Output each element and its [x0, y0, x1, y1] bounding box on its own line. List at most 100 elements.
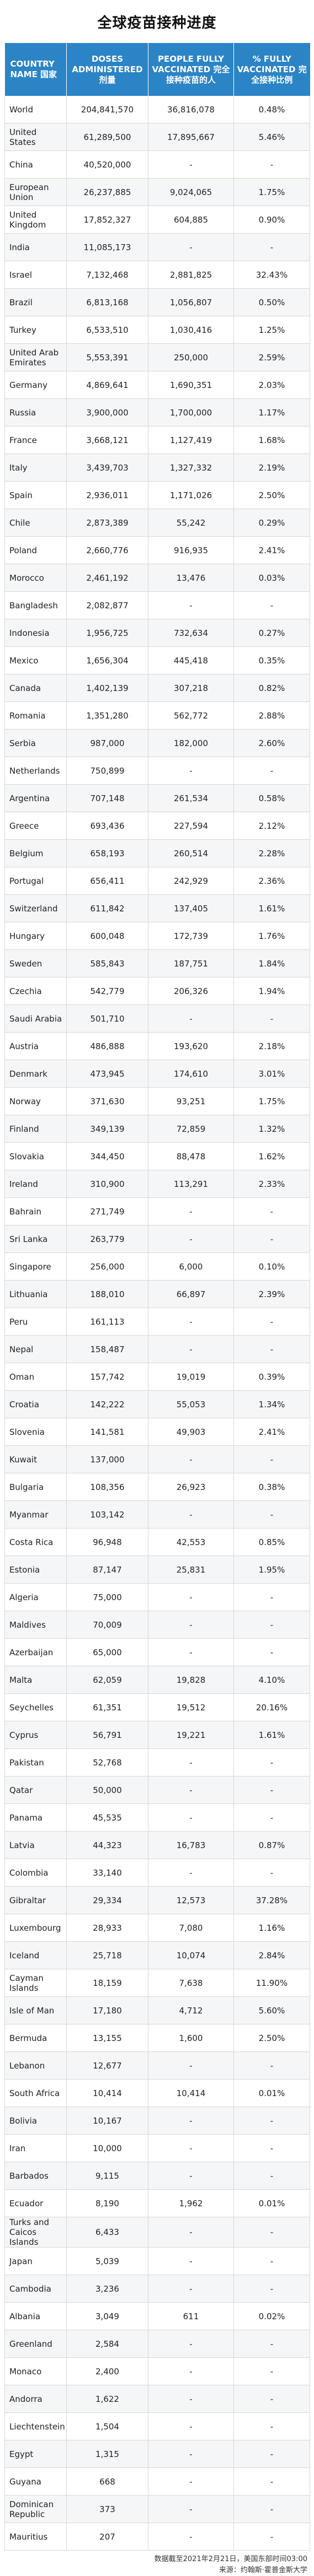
cell-fully-vaccinated: -: [148, 1500, 234, 1529]
cell-percent: 1.84%: [233, 949, 310, 978]
cell-country: Bangladesh: [4, 591, 67, 619]
table-row: Colombia 33,140- -: [4, 1859, 310, 1887]
cell-country: Brazil: [4, 288, 67, 316]
cell-country: Canada: [4, 674, 67, 702]
table-row: China 40,520,000- -: [4, 150, 310, 179]
cell-percent: -: [233, 2217, 310, 2248]
cell-percent: -: [233, 150, 310, 179]
table-row: Bulgaria 108,356 26,923 0.38%: [4, 1473, 310, 1501]
cell-country: Ireland: [4, 1170, 67, 1198]
cell-fully-vaccinated: -: [148, 2217, 234, 2248]
cell-fully-vaccinated: -: [148, 2495, 234, 2523]
footer-note: 数据截至2021年2月21日，美国东部时间03:00 来源：约翰斯·霍普金斯大学: [0, 2554, 307, 2576]
cell-percent: -: [233, 1335, 310, 1363]
cell-percent: 0.35%: [233, 646, 310, 674]
cell-percent: -: [233, 1638, 310, 1666]
cell-percent: 0.48%: [233, 96, 310, 123]
cell-fully-vaccinated: 7,638: [148, 1969, 234, 1997]
cell-percent: 0.10%: [233, 1252, 310, 1281]
cell-percent: 0.85%: [233, 1528, 310, 1556]
table-row: Turkey 6,533,510 1,030,416 1.25%: [4, 316, 310, 344]
cell-fully-vaccinated: -: [148, 591, 234, 619]
cell-percent: -: [233, 1776, 310, 1804]
cell-country: Mexico: [4, 646, 67, 674]
cell-doses: 349,139: [66, 1115, 148, 1143]
cell-percent: 32.43%: [233, 261, 310, 289]
cell-country: Serbia: [4, 729, 67, 757]
cell-doses: 10,414: [66, 2079, 148, 2107]
cell-percent: 0.38%: [233, 1473, 310, 1501]
cell-percent: 2.28%: [233, 839, 310, 867]
cell-doses: 158,487: [66, 1335, 148, 1363]
cell-doses: 1,504: [66, 2412, 148, 2440]
header-country: COUNTRY NAME 国家: [4, 43, 67, 96]
table-row: Kuwait 137,000- -: [4, 1445, 310, 1473]
cell-country: Italy: [4, 453, 67, 482]
cell-percent: -: [233, 1225, 310, 1253]
table-row: Morocco 2,461,192 13,476 0.03%: [4, 564, 310, 592]
table-row: Algeria 75,000- -: [4, 1583, 310, 1611]
cell-fully-vaccinated: -: [148, 1225, 234, 1253]
table-row: Guyana 668- -: [4, 2467, 310, 2496]
cell-fully-vaccinated: 13,476: [148, 564, 234, 592]
cell-country: Andorra: [4, 2385, 67, 2413]
cell-percent: 0.02%: [233, 2302, 310, 2330]
cell-percent: 1.76%: [233, 922, 310, 950]
cell-country: Qatar: [4, 1776, 67, 1804]
cell-doses: 17,852,327: [66, 206, 148, 234]
table-row: Bermuda 13,155 1,600 2.50%: [4, 2024, 310, 2052]
cell-country: Egypt: [4, 2440, 67, 2468]
cell-country: Sri Lanka: [4, 1225, 67, 1253]
cell-country: Belgium: [4, 839, 67, 867]
cell-percent: 3.01%: [233, 1060, 310, 1088]
cell-fully-vaccinated: 19,512: [148, 1693, 234, 1721]
h-doses-text: DOSES ADMINISTERED 剂量: [72, 53, 143, 85]
cell-country: Barbados: [4, 2162, 67, 2190]
cell-fully-vaccinated: -: [148, 1445, 234, 1473]
cell-percent: 2.84%: [233, 1941, 310, 1969]
cell-percent: 1.75%: [233, 178, 310, 206]
cell-fully-vaccinated: -: [148, 1859, 234, 1887]
cell-doses: 271,749: [66, 1197, 148, 1225]
cell-fully-vaccinated: 6,000: [148, 1252, 234, 1281]
cell-percent: 2.41%: [233, 536, 310, 564]
cell-country: Portugal: [4, 867, 67, 895]
cell-fully-vaccinated: 250,000: [148, 343, 234, 371]
table-row: Panama 45,535- -: [4, 1803, 310, 1832]
cell-doses: 103,142: [66, 1500, 148, 1529]
table-row: Bolivia 10,167- -: [4, 2107, 310, 2135]
cell-fully-vaccinated: -: [148, 233, 234, 261]
cell-country: World: [4, 96, 67, 123]
table-row: Austria 486,888 193,620 2.18%: [4, 1032, 310, 1060]
cell-doses: 263,779: [66, 1225, 148, 1253]
cell-country: Seychelles: [4, 1693, 67, 1721]
table-row: Seychelles 61,351 19,512 20.16%: [4, 1693, 310, 1721]
cell-doses: 542,779: [66, 977, 148, 1005]
table-row: Bahrain 271,749- -: [4, 1197, 310, 1225]
cell-fully-vaccinated: -: [148, 2107, 234, 2135]
table-row: Cyprus 56,791 19,221 1.61%: [4, 1721, 310, 1749]
cell-percent: 2.50%: [233, 481, 310, 509]
cell-fully-vaccinated: 17,895,667: [148, 123, 234, 151]
cell-doses: 693,436: [66, 812, 148, 840]
cell-doses: 2,584: [66, 2330, 148, 2358]
cell-percent: 2.41%: [233, 1418, 310, 1446]
cell-percent: 1.62%: [233, 1142, 310, 1170]
page-title: 全球疫苗接种进度: [97, 14, 217, 31]
cell-percent: 1.25%: [233, 316, 310, 344]
cell-country: Saudi Arabia: [4, 1005, 67, 1033]
cell-country: Bermuda: [4, 2024, 67, 2052]
cell-doses: 310,900: [66, 1170, 148, 1198]
cell-percent: 1.94%: [233, 977, 310, 1005]
cell-fully-vaccinated: -: [148, 1776, 234, 1804]
cell-doses: 207: [66, 2523, 148, 2551]
table-row: Croatia 142,222 55,053 1.34%: [4, 1390, 310, 1418]
cell-country: Cambodia: [4, 2275, 67, 2303]
cell-doses: 8,190: [66, 2189, 148, 2217]
cell-fully-vaccinated: 172,739: [148, 922, 234, 950]
cell-country: Lebanon: [4, 2051, 67, 2080]
cell-fully-vaccinated: -: [148, 150, 234, 179]
table-row: World 204,841,570 36,816,078 0.48%: [4, 96, 310, 123]
cell-fully-vaccinated: 1,700,000: [148, 398, 234, 426]
cell-doses: 26,237,885: [66, 178, 148, 206]
